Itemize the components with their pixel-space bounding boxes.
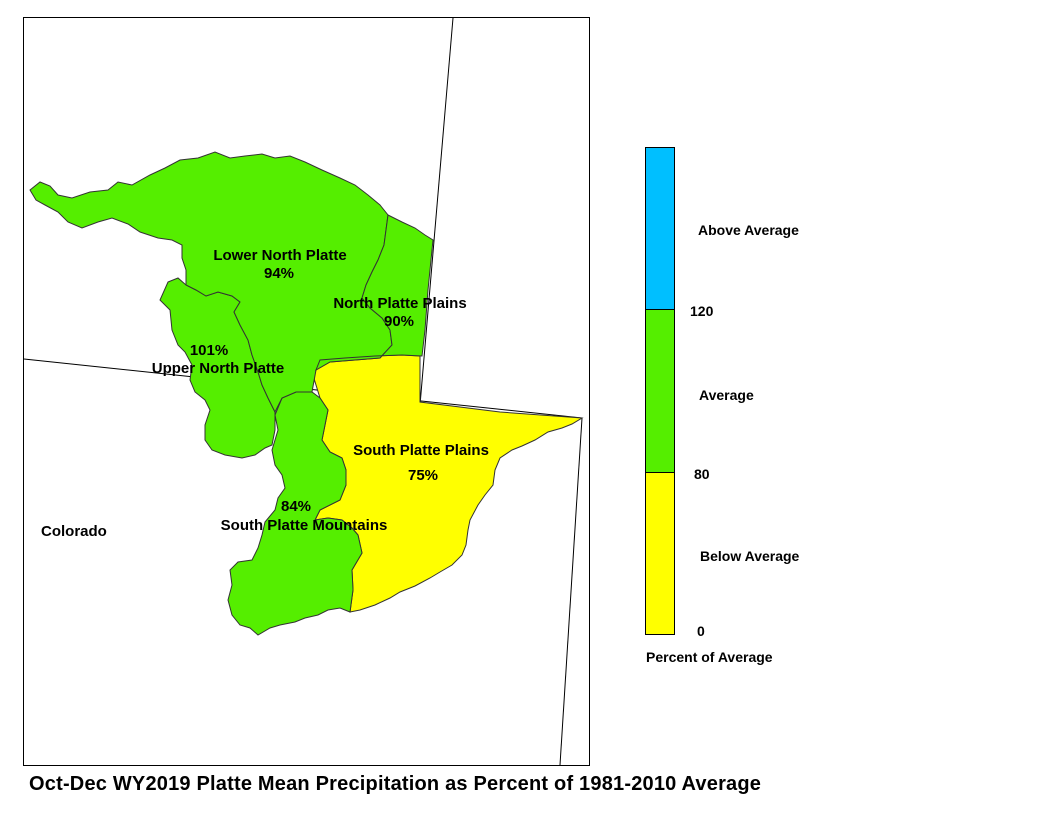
basin-percent-south-platte-mountains: 84% xyxy=(281,498,311,515)
basin-percent-upper-north-platte: 101% xyxy=(190,342,228,359)
basin-north-platte-plains[interactable] xyxy=(315,214,434,372)
legend-label-average: Average xyxy=(699,387,754,403)
map-title: Oct-Dec WY2019 Platte Mean Precipitation… xyxy=(29,773,762,795)
legend-swatch-above-average xyxy=(645,147,675,310)
legend-break-0: 0 xyxy=(697,623,705,639)
legend-title: Percent of Average xyxy=(646,649,773,665)
basin-name-south-platte-plains: South Platte Plains xyxy=(353,442,489,459)
state-boundary-line xyxy=(419,17,454,406)
state-boundary-line xyxy=(559,417,583,766)
legend-label-above-average: Above Average xyxy=(698,222,799,238)
legend-break-120: 120 xyxy=(690,303,714,319)
legend-swatch-average xyxy=(645,309,675,473)
basin-percent-lower-north-platte: 94% xyxy=(264,265,294,282)
basin-south-platte-mountains[interactable] xyxy=(227,391,363,636)
basin-name-south-platte-mountains: South Platte Mountains xyxy=(221,517,388,534)
basin-percent-south-platte-plains: 75% xyxy=(408,467,438,484)
basin-name-north-platte-plains: North Platte Plains xyxy=(333,295,466,312)
legend-label-below-average: Below Average xyxy=(700,548,800,564)
map-frame xyxy=(23,17,590,766)
legend-break-80: 80 xyxy=(694,466,710,482)
basin-percent-north-platte-plains: 90% xyxy=(384,313,414,330)
basin-name-lower-north-platte: Lower North Platte xyxy=(213,247,346,264)
basin-name-upper-north-platte: Upper North Platte xyxy=(152,360,285,377)
state-label: Colorado xyxy=(41,523,107,540)
legend-swatch-below-average xyxy=(645,472,675,635)
